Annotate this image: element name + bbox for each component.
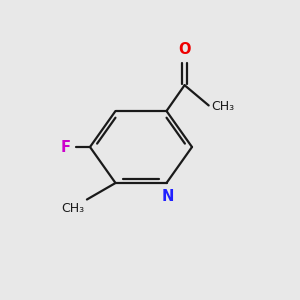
Text: CH₃: CH₃	[211, 100, 234, 113]
Text: O: O	[178, 42, 191, 57]
Text: CH₃: CH₃	[61, 202, 85, 215]
Text: N: N	[162, 189, 174, 204]
Text: F: F	[61, 140, 70, 154]
